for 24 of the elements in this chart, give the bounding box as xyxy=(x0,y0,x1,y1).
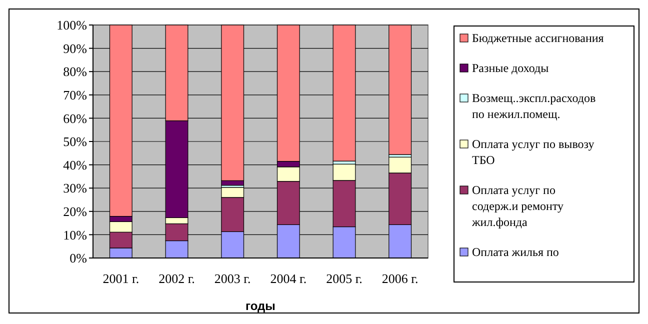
y-tick-label: 20% xyxy=(63,204,88,219)
y-tick-label: 80% xyxy=(63,64,88,80)
y-tick-label: 50% xyxy=(63,134,88,150)
legend-label: Разные доходы xyxy=(472,61,549,75)
legend-label: Оплата услуг по вывозу ТБО xyxy=(472,137,594,167)
x-tick-label: 2006 г. xyxy=(382,271,418,286)
x-tick-label: 2004 г. xyxy=(270,271,307,286)
x-tick-label: 2001 г. xyxy=(102,271,140,286)
x-tick-label: 2003 г. xyxy=(214,271,251,286)
y-tick-label: 90% xyxy=(63,40,88,56)
legend-label: Оплата услуг по содерж.и ремонту жил.фонда xyxy=(471,183,564,229)
x-tick-label: 2005 г. xyxy=(326,271,362,286)
y-tick-label: 0% xyxy=(70,250,88,266)
x-axis-title: годы xyxy=(246,299,276,313)
legend-label: Бюджетные ассигнования xyxy=(472,31,604,45)
y-tick-label: 30% xyxy=(63,180,88,196)
y-tick-label: 100% xyxy=(56,18,88,33)
y-tick-label: 60% xyxy=(63,110,88,126)
y-tick-label: 10% xyxy=(63,227,88,242)
legend-label: Возмещ..экспл.расходов по нежил.помещ. xyxy=(472,91,596,121)
y-tick-label: 70% xyxy=(63,87,88,102)
legend-label: Оплата жилья по xyxy=(472,245,559,259)
y-tick-label: 40% xyxy=(63,157,88,172)
x-tick-label: 2002 г. xyxy=(158,271,195,286)
